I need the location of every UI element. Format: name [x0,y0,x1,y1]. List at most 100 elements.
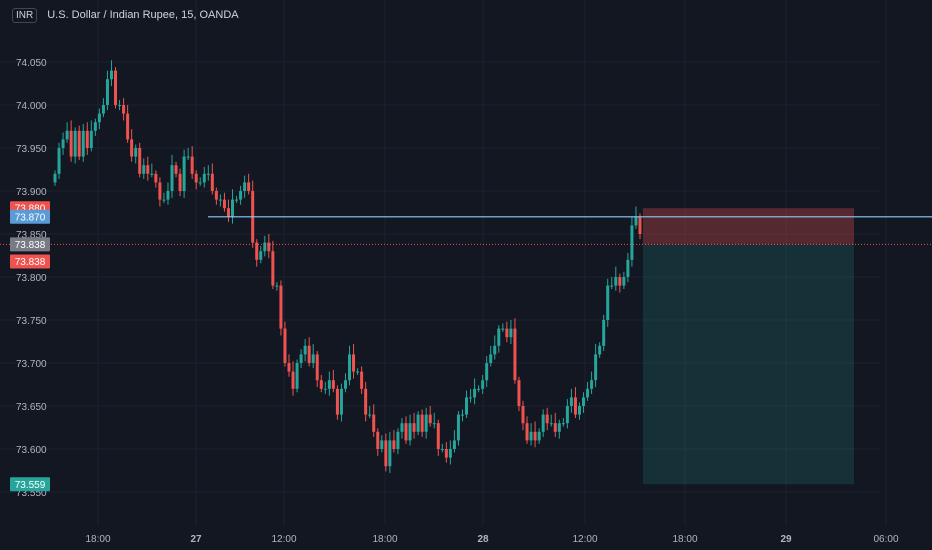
candle-body [469,397,473,399]
candle-body [590,380,594,389]
x-tick-label: 28 [477,534,489,545]
candle-body [509,328,513,338]
symbol-title: U.S. Dollar / Indian Rupee, 15, OANDA [47,9,239,21]
candle-body [114,70,118,105]
candle-body [190,156,194,174]
x-tick-label: 18:00 [85,534,110,545]
candle-body [255,242,259,260]
stop-loss-zone [643,208,854,245]
candle-body [521,406,525,424]
candle-body [577,406,581,415]
x-tick-label: 12:00 [271,534,296,545]
candle-body [122,105,126,114]
candle-body [206,173,210,175]
candle-body [352,354,356,372]
candle-body [485,363,489,381]
candle-body [194,173,198,183]
candle-body [93,122,97,131]
candle-body [505,328,509,338]
candle-body [315,354,319,381]
x-tick-label: 27 [190,534,202,545]
candle-body [291,371,295,389]
candle-body [259,251,263,260]
candle-body [638,216,642,234]
x-tick-label: 18:00 [672,534,697,545]
y-tick-label: 73.700 [16,359,47,370]
candle-body [214,191,218,200]
price-badge-target [10,477,50,492]
candle-body [610,285,614,287]
candle-body [553,423,557,432]
candle-body [89,130,93,148]
candle-body [602,320,606,346]
x-tick-label: 29 [780,534,792,545]
y-tick-label: 73.750 [16,316,47,327]
candle-body [109,70,113,80]
candle-body [501,328,505,330]
price-badge-last [10,237,50,252]
chart-header: INR U.S. Dollar / Indian Rupee, 15, OAND… [12,6,239,24]
candle-body [182,156,186,191]
candle-body [348,354,352,381]
candle-body [339,388,343,415]
candle-body [142,165,146,174]
candle-body [569,397,573,406]
candle-body [368,414,372,416]
candle-body [65,130,69,140]
y-tick-label: 74.000 [16,101,47,112]
candle-body [323,388,327,390]
candle-body [77,130,81,157]
x-tick-label: 18:00 [372,534,397,545]
candle-body [279,285,283,329]
candle-body [97,113,101,123]
candle-body [138,148,142,174]
candle-body [634,216,638,226]
y-tick-label: 73.550 [16,488,47,499]
price-badge-entry [10,209,50,224]
candle-body [448,449,452,458]
candle-body [226,208,230,217]
candle-body [436,423,440,449]
candle-body [626,259,630,277]
candle-body [396,431,400,449]
candle-body [186,156,190,158]
candle-body [271,251,275,286]
candle-body [118,105,122,106]
candle-body [473,388,477,398]
candle-body [263,242,267,252]
candle-body [598,345,602,355]
y-tick-label: 73.600 [16,445,47,456]
currency-badge[interactable]: INR [12,7,38,23]
candle-body [565,406,569,424]
candle-body [622,277,626,286]
candle-body [594,354,598,381]
candle-body [287,363,291,372]
price-badge-label: 73.838 [15,240,46,251]
candle-body [343,380,347,389]
candle-body [460,414,464,416]
candle-body [134,148,138,157]
candle-body [81,130,85,157]
candle-body [61,139,65,148]
candle-body [549,423,553,425]
candle-body [101,105,105,114]
candle-body [533,431,537,441]
candle-body [154,173,158,183]
take-profit-zone [643,244,854,485]
candle-body [452,440,456,449]
candle-body [380,440,384,449]
candle-body [267,242,271,252]
candle-body [73,130,77,157]
candle-body [440,449,444,450]
candle-body [170,165,174,191]
candle-body [420,414,424,432]
candle-body [493,345,497,355]
candle-body [295,363,299,389]
candle-body [400,423,404,432]
candle-body [146,165,150,174]
candle-body [174,165,178,174]
candle-body [126,113,130,140]
price-badge-marker [10,254,50,269]
